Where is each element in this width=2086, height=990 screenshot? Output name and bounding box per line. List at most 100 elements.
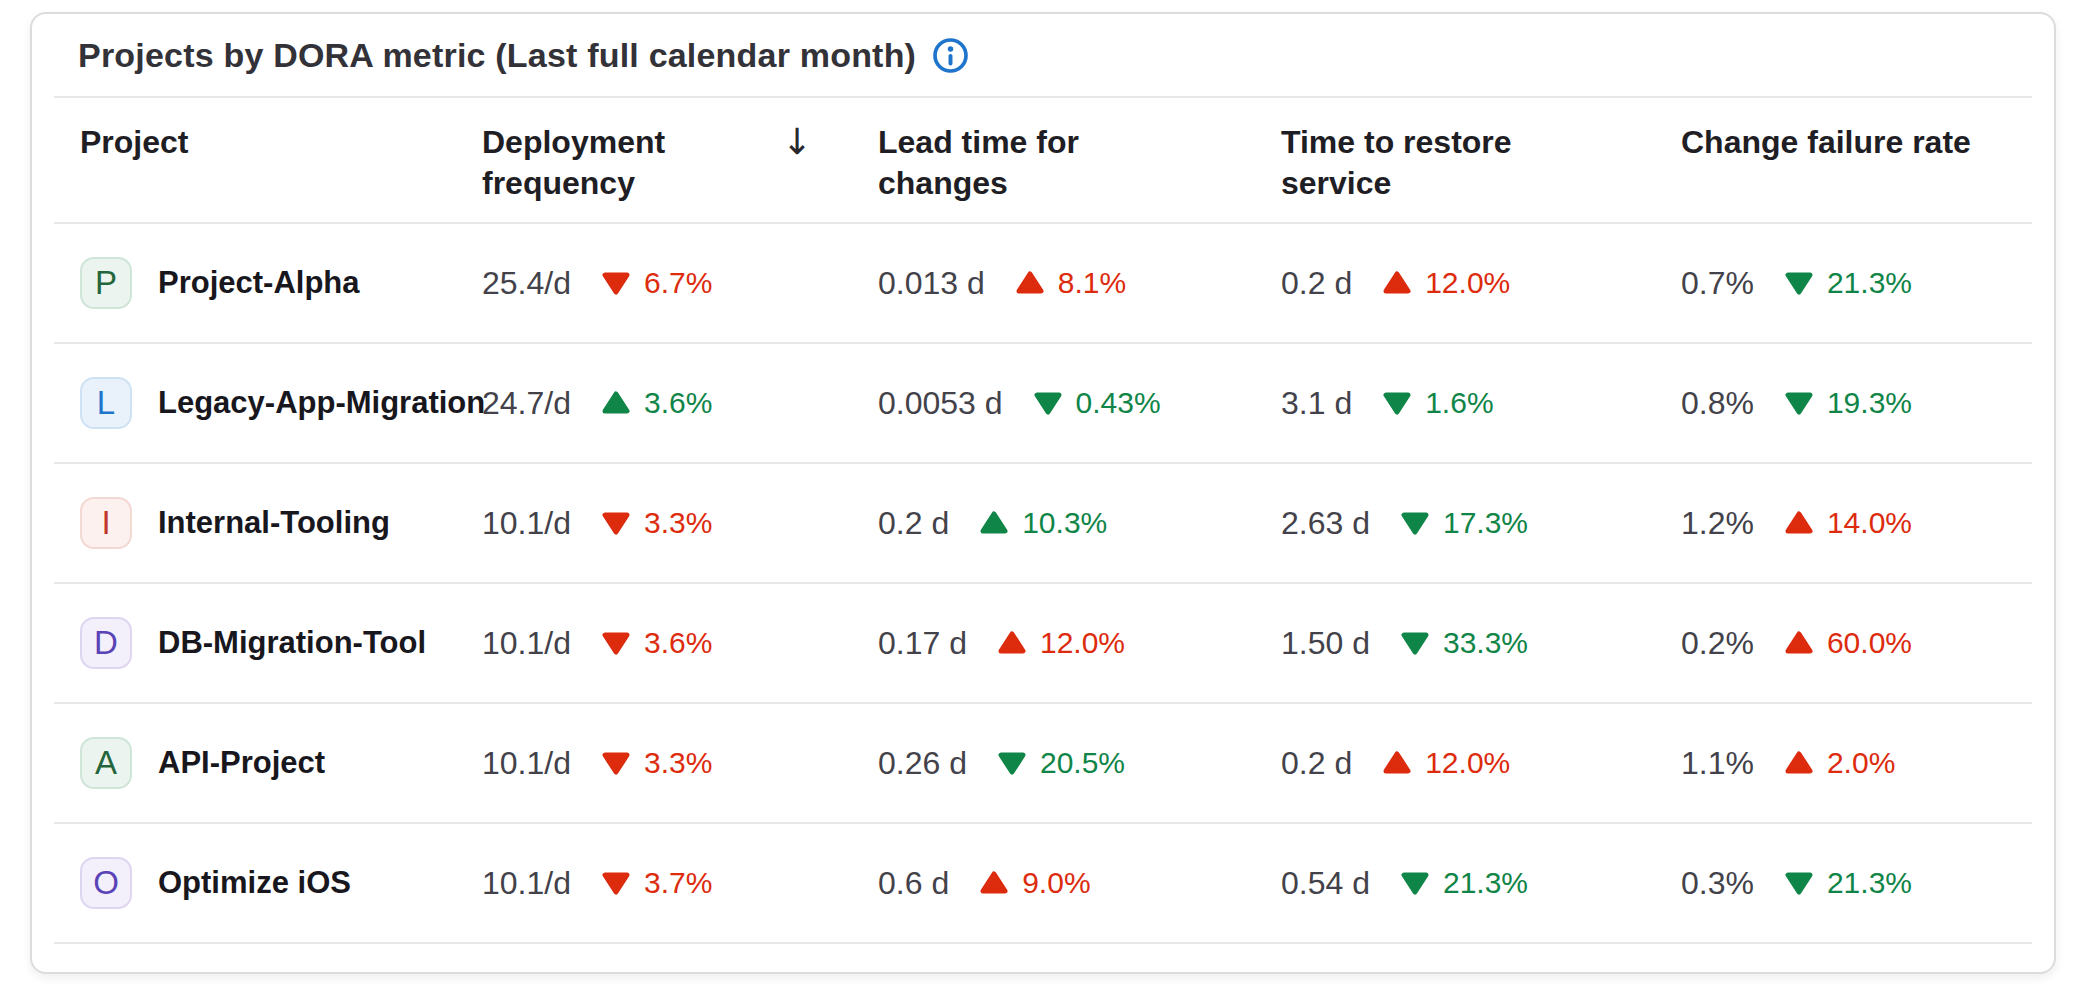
metric-cell-change-failure-rate: 1.1%2.0% <box>1681 745 2006 782</box>
change-percent: 21.3% <box>1827 866 1912 900</box>
trend-up-icon <box>1784 510 1814 536</box>
trend-up-icon <box>1382 270 1412 296</box>
project-cell[interactable]: O Optimize iOS <box>80 857 482 909</box>
trend-indicator: 2.0% <box>1784 746 1895 780</box>
table-body: P Project-Alpha 25.4/d 6.7% 0.013 d8.1% 0… <box>32 224 2054 944</box>
trend-down-icon <box>601 270 631 296</box>
change-percent: 12.0% <box>1425 266 1510 300</box>
change-percent: 3.6% <box>644 386 712 420</box>
project-avatar: O <box>80 857 132 909</box>
trend-indicator: 3.7% <box>601 866 712 900</box>
metric-cell-change-failure-rate: 0.7% 21.3% <box>1681 265 2006 302</box>
trend-indicator: 1.6% <box>1382 386 1493 420</box>
metric-cell-lead-time-for-changes: 0.17 d12.0% <box>878 625 1281 662</box>
trend-down-icon <box>997 750 1027 776</box>
trend-indicator: 6.7% <box>601 266 712 300</box>
column-header-project[interactable]: Project <box>80 122 482 163</box>
trend-indicator: 3.6% <box>601 626 712 660</box>
column-header-change-failure-rate[interactable]: Change failure rate <box>1681 122 2006 163</box>
metric-cell-deployment-frequency: 25.4/d 6.7% <box>482 265 878 302</box>
trend-indicator: 21.3% <box>1784 266 1912 300</box>
metric-cell-change-failure-rate: 0.2%60.0% <box>1681 625 2006 662</box>
trend-up-icon <box>1382 750 1412 776</box>
metric-value: 3.1 d <box>1281 385 1352 422</box>
metric-value: 10.1/d <box>482 865 571 902</box>
project-cell[interactable]: L Legacy-App-Migration <box>80 377 482 429</box>
metric-value: 25.4/d <box>482 265 571 302</box>
change-percent: 12.0% <box>1040 626 1125 660</box>
metric-value: 0.2 d <box>1281 265 1352 302</box>
metric-value: 0.54 d <box>1281 865 1370 902</box>
trend-down-icon <box>1784 870 1814 896</box>
trend-down-icon <box>1400 510 1430 536</box>
metric-value: 2.63 d <box>1281 505 1370 542</box>
change-percent: 21.3% <box>1443 866 1528 900</box>
metric-cell-lead-time-for-changes: 0.013 d8.1% <box>878 265 1281 302</box>
trend-indicator: 12.0% <box>1382 266 1510 300</box>
metric-value: 10.1/d <box>482 505 571 542</box>
trend-up-icon <box>997 630 1027 656</box>
change-percent: 2.0% <box>1827 746 1895 780</box>
trend-down-icon <box>1382 390 1412 416</box>
project-avatar: A <box>80 737 132 789</box>
column-header-lead-time-for-changes[interactable]: Lead time for changes <box>878 122 1281 204</box>
metric-value: 0.013 d <box>878 265 985 302</box>
metric-value: 0.6 d <box>878 865 949 902</box>
metric-value: 0.8% <box>1681 385 1754 422</box>
trend-indicator: 20.5% <box>997 746 1125 780</box>
trend-down-icon <box>1784 390 1814 416</box>
project-avatar: L <box>80 377 132 429</box>
trend-down-icon <box>601 510 631 536</box>
table-header-row: Project Deployment frequency ↓ Lead time… <box>32 98 2054 222</box>
project-avatar: D <box>80 617 132 669</box>
table-row: O Optimize iOS 10.1/d 3.7% 0.6 d 9.0% 0.54… <box>32 824 2054 942</box>
metric-cell-change-failure-rate: 0.8%19.3% <box>1681 385 2006 422</box>
trend-down-icon <box>1033 390 1063 416</box>
table-row: L Legacy-App-Migration 24.7/d 3.6% 0.0053… <box>32 344 2054 462</box>
column-header-deployment-frequency[interactable]: Deployment frequency ↓ <box>482 122 878 204</box>
metric-value: 0.7% <box>1681 265 1754 302</box>
info-icon[interactable] <box>932 37 969 74</box>
metric-cell-deployment-frequency: 24.7/d 3.6% <box>482 385 878 422</box>
change-percent: 3.6% <box>644 626 712 660</box>
metric-cell-lead-time-for-changes: 0.6 d 9.0% <box>878 865 1281 902</box>
project-cell[interactable]: P Project-Alpha <box>80 257 482 309</box>
metric-value: 0.0053 d <box>878 385 1003 422</box>
metric-value: 0.3% <box>1681 865 1754 902</box>
column-header-time-to-restore-service[interactable]: Time to restore service <box>1281 122 1681 204</box>
trend-indicator: 9.0% <box>979 866 1090 900</box>
metric-cell-deployment-frequency: 10.1/d 3.7% <box>482 865 878 902</box>
card-header: Projects by DORA metric (Last full calen… <box>32 14 2054 96</box>
project-name: API-Project <box>158 745 325 781</box>
change-percent: 0.43% <box>1076 386 1161 420</box>
project-name: DB-Migration-Tool <box>158 625 426 661</box>
metric-cell-deployment-frequency: 10.1/d3.6% <box>482 625 878 662</box>
change-percent: 60.0% <box>1827 626 1912 660</box>
change-percent: 21.3% <box>1827 266 1912 300</box>
dora-metrics-card: Projects by DORA metric (Last full calen… <box>30 12 2056 974</box>
metric-value: 0.2 d <box>878 505 949 542</box>
metric-cell-lead-time-for-changes: 0.2 d 10.3% <box>878 505 1281 542</box>
metric-cell-lead-time-for-changes: 0.26 d20.5% <box>878 745 1281 782</box>
trend-down-icon <box>601 750 631 776</box>
change-percent: 6.7% <box>644 266 712 300</box>
metric-cell-lead-time-for-changes: 0.0053 d 0.43% <box>878 385 1281 422</box>
trend-indicator: 60.0% <box>1784 626 1912 660</box>
trend-indicator: 21.3% <box>1400 866 1528 900</box>
project-cell[interactable]: I Internal-Tooling <box>80 497 482 549</box>
project-cell[interactable]: D DB-Migration-Tool <box>80 617 482 669</box>
trend-up-icon <box>1015 270 1045 296</box>
dora-table: Project Deployment frequency ↓ Lead time… <box>32 98 2054 944</box>
trend-indicator: 0.43% <box>1033 386 1161 420</box>
change-percent: 20.5% <box>1040 746 1125 780</box>
project-cell[interactable]: A API-Project <box>80 737 482 789</box>
project-name: Internal-Tooling <box>158 505 390 541</box>
metric-cell-time-to-restore-service: 2.63 d17.3% <box>1281 505 1681 542</box>
change-percent: 1.6% <box>1425 386 1493 420</box>
metric-cell-time-to-restore-service: 3.1 d 1.6% <box>1281 385 1681 422</box>
table-row: A API-Project 10.1/d3.3% 0.26 d20.5% 0.2… <box>32 704 2054 822</box>
change-percent: 9.0% <box>1022 866 1090 900</box>
metric-value: 24.7/d <box>482 385 571 422</box>
trend-indicator: 10.3% <box>979 506 1107 540</box>
trend-indicator: 3.3% <box>601 746 712 780</box>
